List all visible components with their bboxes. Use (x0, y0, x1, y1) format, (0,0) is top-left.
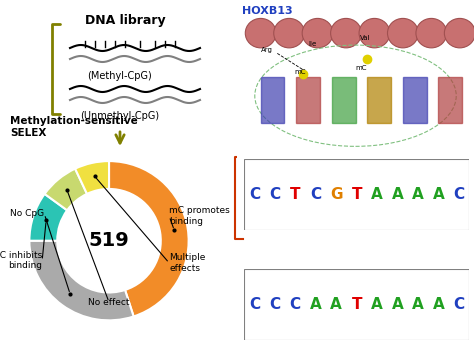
Bar (403, 77, 427, 123)
Ellipse shape (302, 18, 333, 48)
Text: A: A (392, 187, 403, 202)
Ellipse shape (274, 18, 304, 48)
Wedge shape (29, 194, 67, 241)
Text: G: G (330, 187, 343, 202)
Wedge shape (109, 161, 189, 316)
Text: HOXB13: HOXB13 (242, 6, 292, 16)
Text: (Unmethyl-CpG): (Unmethyl-CpG) (81, 111, 160, 121)
Wedge shape (75, 161, 109, 194)
Bar (367, 77, 391, 123)
Bar (326, 159, 346, 230)
Text: A: A (412, 187, 424, 202)
Text: 519: 519 (89, 231, 129, 250)
Text: A: A (330, 297, 342, 312)
Ellipse shape (387, 18, 418, 48)
Text: C: C (249, 187, 260, 202)
Text: C: C (249, 297, 260, 312)
Ellipse shape (359, 18, 390, 48)
Text: T: T (351, 297, 362, 312)
Wedge shape (45, 169, 87, 210)
Text: A: A (433, 297, 445, 312)
Ellipse shape (444, 18, 474, 48)
Text: No effect: No effect (88, 298, 130, 307)
Text: Ile: Ile (308, 41, 316, 47)
Text: C: C (310, 187, 321, 202)
Text: T: T (351, 187, 362, 202)
Text: A: A (371, 297, 383, 312)
Text: (Methyl-CpG): (Methyl-CpG) (88, 71, 152, 81)
Text: T: T (290, 187, 301, 202)
Ellipse shape (331, 18, 361, 48)
Ellipse shape (416, 18, 447, 48)
Bar (261, 77, 284, 123)
Text: mC inhibits
binding: mC inhibits binding (0, 251, 42, 270)
Text: Val: Val (360, 35, 371, 41)
Bar (438, 77, 462, 123)
Text: Arg: Arg (261, 46, 273, 52)
Text: HOXB13: HOXB13 (248, 144, 299, 154)
Text: mC: mC (294, 69, 305, 75)
Wedge shape (29, 241, 134, 320)
Text: mC: mC (356, 65, 367, 71)
Text: A: A (412, 297, 424, 312)
Text: C: C (454, 297, 465, 312)
Bar (326, 269, 346, 340)
Text: Methylation-sensitive
SELEX: Methylation-sensitive SELEX (10, 116, 138, 138)
Text: No CpG: No CpG (10, 210, 45, 218)
Text: DNA library: DNA library (85, 14, 165, 27)
Ellipse shape (246, 18, 276, 48)
Text: A: A (371, 187, 383, 202)
Text: C: C (269, 297, 281, 312)
Bar (332, 77, 356, 123)
Text: C: C (269, 187, 281, 202)
Text: Multiple
effects: Multiple effects (169, 253, 206, 273)
Text: A: A (392, 297, 403, 312)
Text: A: A (310, 297, 322, 312)
Bar (296, 77, 320, 123)
Text: mC promotes
binding: mC promotes binding (169, 206, 230, 226)
Text: C: C (290, 297, 301, 312)
Text: C: C (454, 187, 465, 202)
Text: A: A (433, 187, 445, 202)
